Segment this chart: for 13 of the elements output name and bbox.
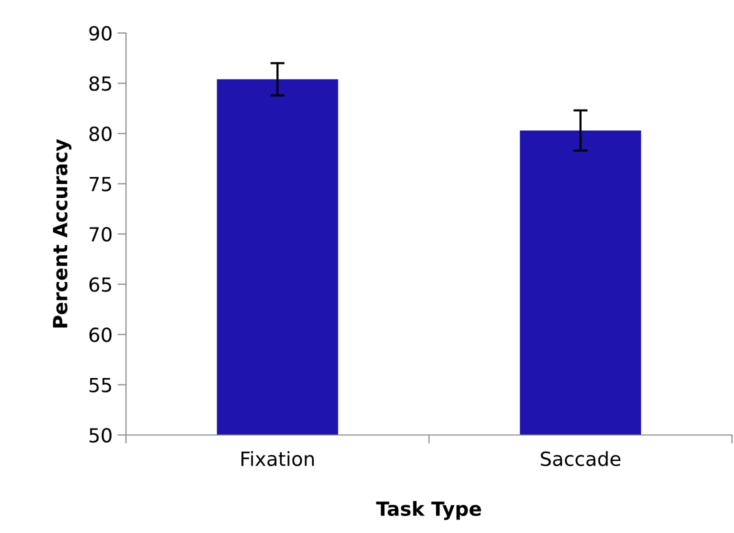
y-tick-label: 80 [89,126,112,142]
x-axis-title: Task Type [376,500,482,520]
y-tick-label: 85 [89,76,112,91]
y-tick-label: 90 [89,26,112,41]
y-tick-label: 60 [89,327,112,342]
x-tick-label: Fixation [241,451,314,466]
y-tick-label: 75 [90,176,112,192]
y-tick-label: 55 [90,378,112,392]
y-tick-label: 65 [89,277,112,292]
y-tick-label: 50 [90,428,112,443]
y-axis-title: Percent Accuracy [53,139,72,328]
x-tick-label: Saccade [540,451,620,466]
y-tick-label: 70 [90,226,112,242]
